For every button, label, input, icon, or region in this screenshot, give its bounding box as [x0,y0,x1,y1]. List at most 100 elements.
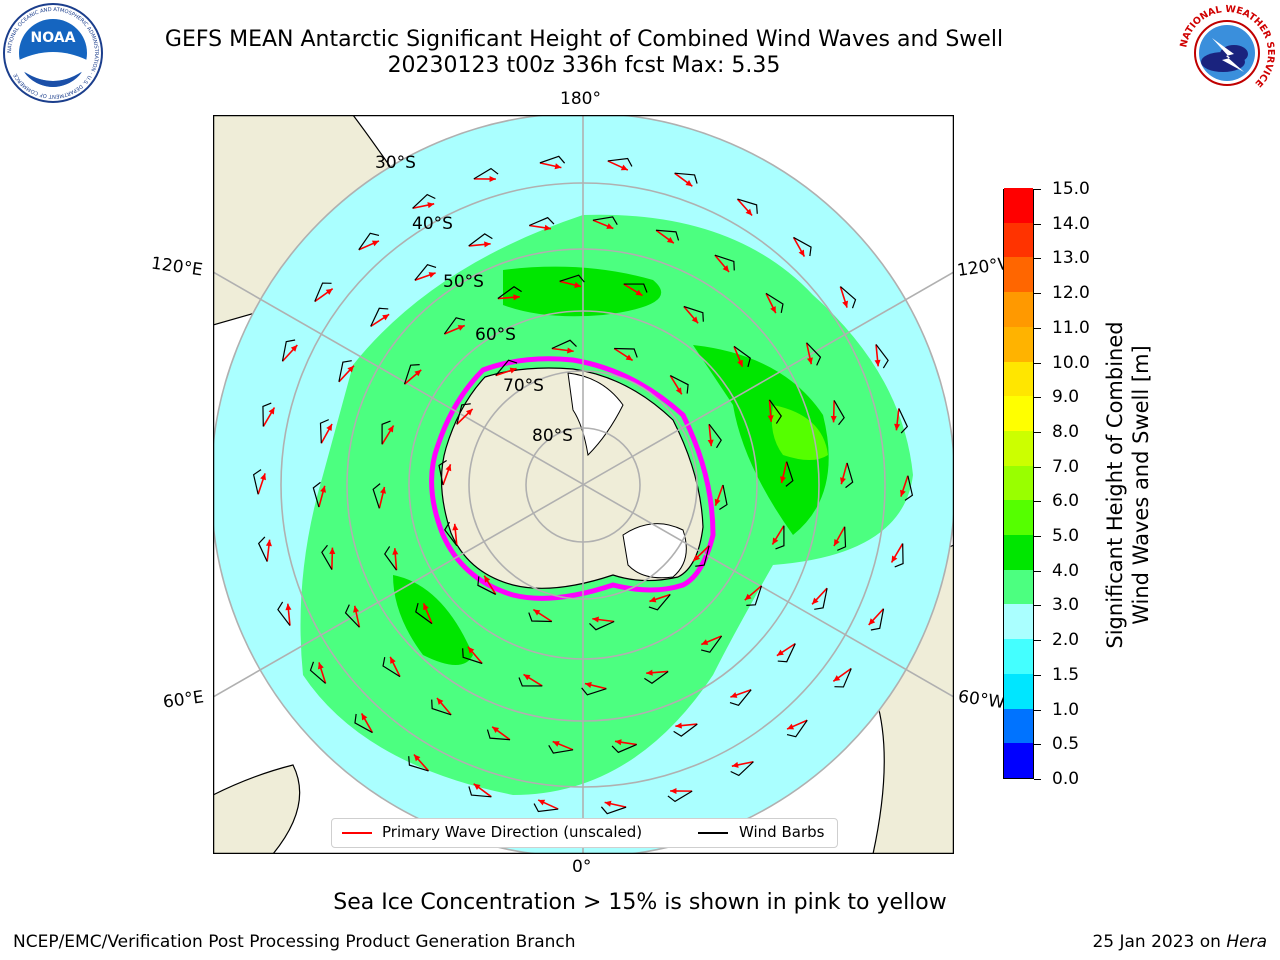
wind-barb-label: Wind Barbs [739,823,825,841]
wind-barb [737,198,758,214]
polar-map: 30°S 40°S 50°S 60°S 70°S 80°S [213,115,954,854]
wind-barb [314,282,332,302]
wave-direction-arrowhead [780,476,786,484]
lon-label-0: 0° [572,857,592,877]
wind-barb [775,525,785,550]
wind-barb [414,263,437,281]
wind-barb [644,670,669,684]
wind-barb [648,594,671,611]
lat-label-50s: 50°S [443,272,484,292]
wind-barb [408,756,429,772]
colorbar-tick-label: 11.0 [1052,317,1090,338]
wave-direction-arrowhead [445,464,452,472]
colorbar-segment [1004,326,1033,362]
chart-subtitle: 20230123 t00z 336h fcst Max: 5.35 [387,53,781,78]
wind-barb [444,521,458,547]
wind-barb [845,462,854,489]
lon-label-60w: 60°W [956,686,1007,714]
wind-barb [338,360,352,382]
wind-barb [674,172,698,184]
colorbar-tick-label: 10.0 [1052,352,1090,373]
wave-direction-arrowhead [509,367,517,374]
wind-barb [539,155,566,164]
wave-direction-arrowhead [701,639,709,645]
wind-barb [700,635,723,653]
lat-label-60s: 60°S [475,325,516,345]
wave-direction-arrowhead [533,609,541,616]
wave-direction-arrowhead [436,698,444,705]
wind-barb [412,193,436,209]
wave-direction-arrowhead [423,603,429,611]
wave-direction-arrowhead [737,359,743,367]
colorbar-tick-label: 6.0 [1052,491,1080,512]
wave-direction-arrowhead [714,498,721,506]
wave-direction-arrowhead [413,754,421,762]
wave-direction-arrowhead [290,345,298,352]
colorbar-tick [1034,327,1041,329]
wind-barb [551,339,577,350]
footer-date: 25 Jan 2023 on Hera [1092,932,1267,952]
wind-barb [777,643,796,663]
wind-barb [837,526,847,551]
map-legend: Primary Wave Direction (unscaled) Wind B… [331,818,838,848]
africa-landmass [213,764,301,854]
colorbar-tick [1034,779,1041,780]
colorbar-title-line1: Significant Height of Combined [1103,321,1127,649]
wind-barb [623,283,648,293]
wind-barb [548,744,574,754]
colorbar-tick-label: 0.0 [1052,769,1080,789]
wind-barb-swatch [698,832,728,834]
wind-barb [559,274,585,283]
wave-direction-arrowhead [731,761,739,768]
wind-barb [384,546,398,571]
wave-direction-arrowhead [473,783,481,790]
colorbar-segment [1004,430,1033,466]
wave-direction-arrowhead [465,408,473,416]
colorbar-segment [1004,465,1033,501]
wave-direction-arrowhead [371,240,379,247]
wind-barb [468,233,493,247]
wind-barb [443,317,466,335]
sea-ice-edge [429,356,716,601]
colorbar-segment [1004,395,1033,431]
wind-barb [462,648,483,665]
wave-direction-arrowhead [427,202,435,209]
graticule [213,115,954,854]
wave-direction-arrowhead [390,656,396,664]
wind-barb [358,232,380,251]
wind-barb [381,420,391,445]
colorbar-segment [1004,361,1033,397]
wave-direction-arrowhead [489,175,496,183]
wind-barb [495,359,518,376]
colorbar-segment [1004,708,1033,744]
wind-barb [708,423,722,449]
chart-title: GEFS MEAN Antarctic Significant Height o… [164,27,1004,52]
colorbar-tick-label: 15.0 [1052,179,1090,199]
colorbar-segment [1004,742,1033,778]
wind-barb [486,729,511,741]
wave-direction-arrowhead [868,618,876,625]
wave-direction-arrowhead [842,300,849,308]
wave-direction-arrowhead [414,369,422,377]
colorbar-tick [1034,605,1041,607]
sea-ice-note: Sea Ice Concentration > 15% is shown in … [333,890,947,915]
wind-barb [834,668,852,688]
wave-direction-arrowhead [625,354,633,361]
wind-barb [456,403,471,425]
lon-label-120e: 120°E [149,253,204,281]
wave-direction-arrowhead [744,593,752,601]
wave-direction-arrowhead [268,407,275,415]
wind-barb [894,543,904,568]
wind-barb [730,761,754,777]
colorbar-tick [1034,431,1041,433]
wave-direction-arrowhead [285,603,292,611]
wave-direction-arrowhead [693,554,701,562]
wave-direction-arrowhead [554,163,562,170]
colorbar-tick-label: 2.0 [1052,630,1080,651]
wave-direction-arrowhead [833,675,841,682]
lon-label-60e: 60°E [161,687,206,713]
wave-direction-arrowhead [584,682,592,688]
wind-barb [655,229,680,241]
wind-barb [614,347,638,358]
wave-direction-arrowhead [770,306,776,314]
